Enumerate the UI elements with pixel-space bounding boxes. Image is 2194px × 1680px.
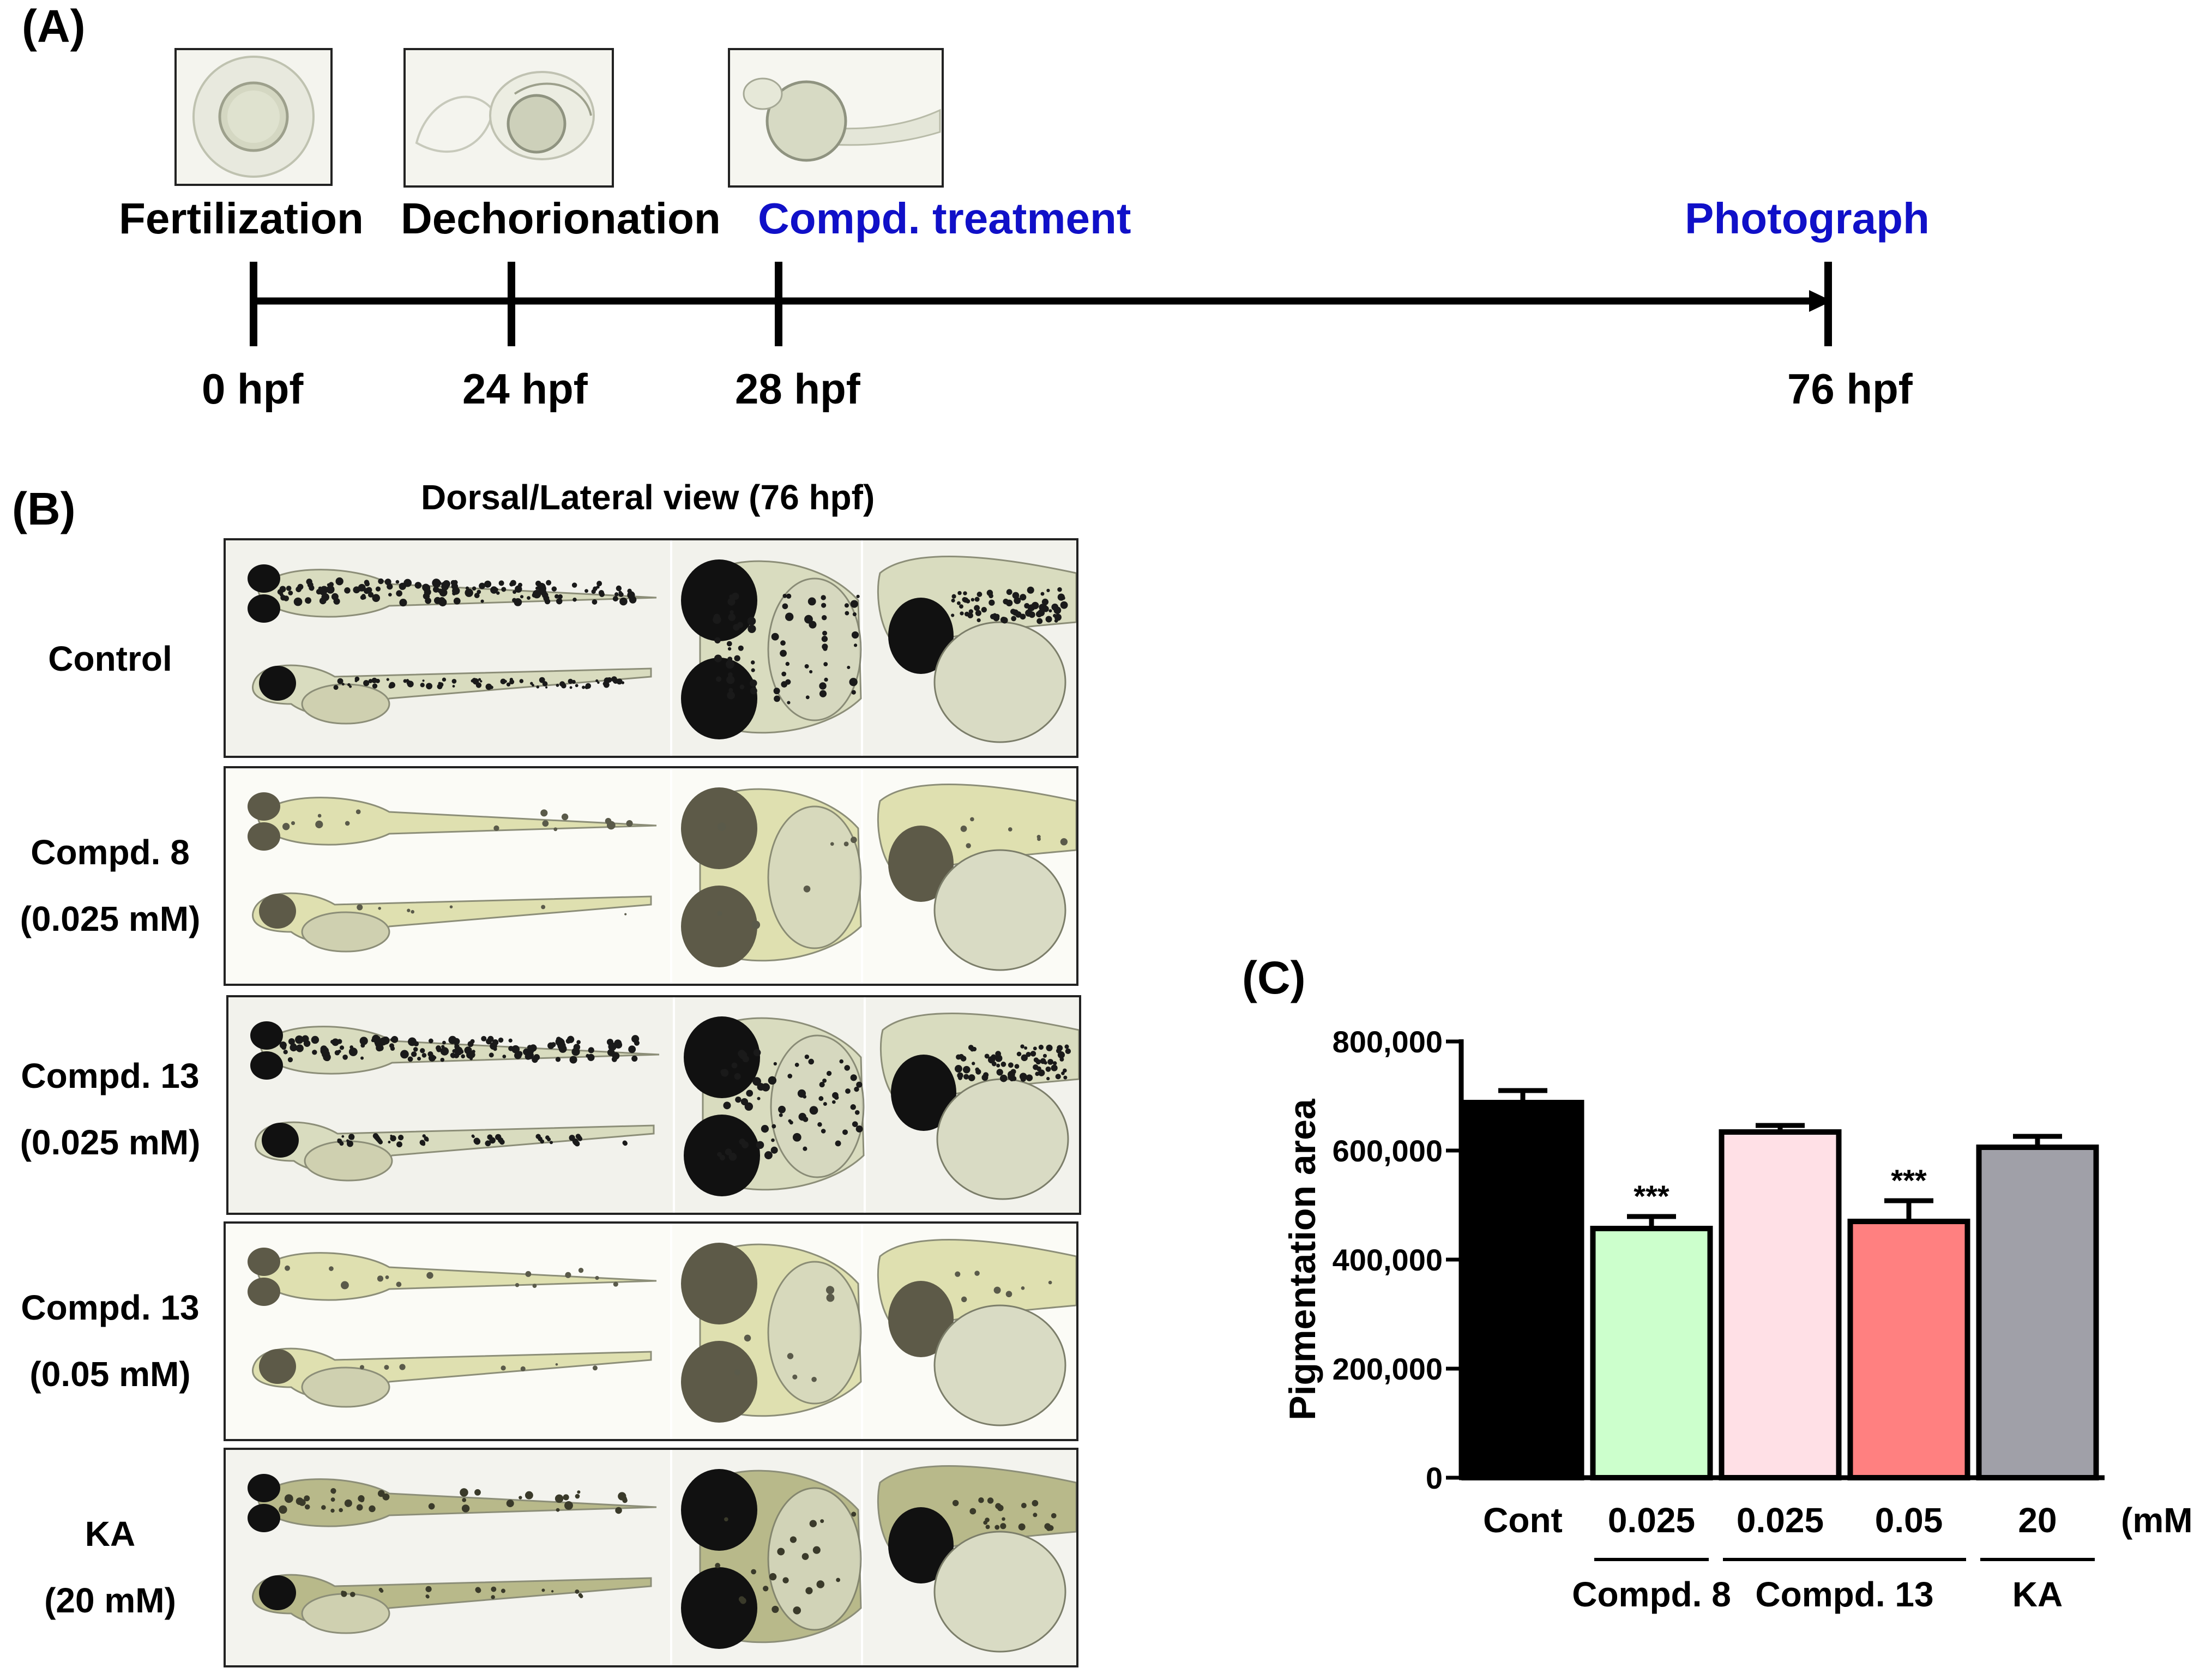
x-tick-label: 0.025 — [1608, 1501, 1695, 1540]
row-label-line2: (0.05 mM) — [29, 1354, 191, 1394]
panel-b-letter: (B) — [12, 483, 76, 534]
row-label-line1: Control — [48, 639, 172, 678]
row-label-compd13-low: Compd. 13 (0.025 mM) — [1, 1043, 219, 1176]
fish-photo-row-compd13-low — [226, 995, 1081, 1215]
time-label-28: 28 hpf — [735, 365, 860, 413]
step-label-compound-treatment: Compd. treatment — [758, 194, 1131, 243]
x-unit-label: (mM) — [2121, 1501, 2192, 1540]
fish-photo-row-compd8 — [224, 766, 1078, 986]
row-label-ka: KA (20 mM) — [1, 1501, 219, 1634]
row-label-line2: (0.025 mM) — [20, 899, 201, 938]
y-axis-label: Pigmentation area — [1282, 1098, 1323, 1420]
bar — [1461, 1100, 1584, 1480]
time-label-76: 76 hpf — [1787, 365, 1913, 413]
embryo-photo-fertilization — [174, 48, 333, 186]
significance-label: *** — [1891, 1163, 1927, 1197]
panel-c-letter: (C) — [1242, 952, 1306, 1003]
fish-photo-illustration — [228, 997, 1079, 1213]
panel-b-title: Dorsal/Lateral view (76 hpf) — [421, 478, 875, 517]
fish-photo-row-compd13-high — [224, 1221, 1078, 1441]
significance-label: *** — [1634, 1179, 1669, 1213]
embryo-photo-dechorionation — [403, 48, 614, 188]
row-label-compd13-high: Compd. 13 (0.05 mM) — [1, 1275, 219, 1407]
x-tick-label: 0.05 — [1875, 1501, 1943, 1540]
fish-photo-illustration — [226, 768, 1076, 984]
row-label-line2: (0.025 mM) — [20, 1122, 201, 1162]
x-tick-label: 20 — [2018, 1501, 2057, 1540]
panel-a-letter: (A) — [22, 1, 86, 52]
row-label-compd8: Compd. 8 (0.025 mM) — [1, 820, 219, 952]
y-tick-label: 600,000 — [1333, 1134, 1443, 1168]
embryo-photo-treatment — [728, 48, 944, 188]
time-label-0: 0 hpf — [202, 365, 304, 413]
bar — [1976, 1145, 2099, 1480]
fish-photo-illustration — [226, 540, 1076, 756]
y-tick-label: 400,000 — [1333, 1243, 1443, 1277]
bar — [1590, 1226, 1713, 1480]
row-label-line1: KA — [85, 1514, 136, 1553]
y-tick-label: 200,000 — [1333, 1352, 1443, 1386]
row-label-line1: Compd. 8 — [31, 833, 190, 872]
bar — [1719, 1129, 1842, 1480]
y-tick-label: 0 — [1426, 1461, 1443, 1495]
bar — [1847, 1219, 1970, 1480]
fish-photo-row-ka — [224, 1448, 1078, 1667]
row-label-line1: Compd. 13 — [21, 1056, 200, 1095]
fish-photo-row-control — [224, 538, 1078, 758]
y-tick-label: 800,000 — [1333, 1025, 1443, 1059]
timeline — [250, 262, 1832, 346]
group-label: KA — [2012, 1575, 2063, 1614]
step-label-photograph: Photograph — [1685, 194, 1930, 243]
fish-photo-illustration — [226, 1450, 1076, 1665]
row-label-line2: (20 mM) — [44, 1580, 176, 1620]
row-label-line1: Compd. 13 — [21, 1288, 200, 1327]
group-label: Compd. 13 — [1755, 1575, 1933, 1614]
group-label: Compd. 8 — [1572, 1575, 1731, 1614]
pigmentation-bar-chart: 0 200,000 400,000 600,000 800,000 Pigmentatio… — [1282, 1025, 2192, 1614]
fish-photo-illustration — [226, 1224, 1076, 1439]
x-tick-label: 0.025 — [1737, 1501, 1824, 1540]
step-label-dechorionation: Dechorionation — [401, 194, 721, 243]
row-label-control: Control — [1, 626, 219, 693]
time-label-24: 24 hpf — [462, 365, 588, 413]
x-tick-label: Cont — [1483, 1501, 1563, 1540]
step-label-fertilization: Fertilization — [119, 194, 364, 243]
